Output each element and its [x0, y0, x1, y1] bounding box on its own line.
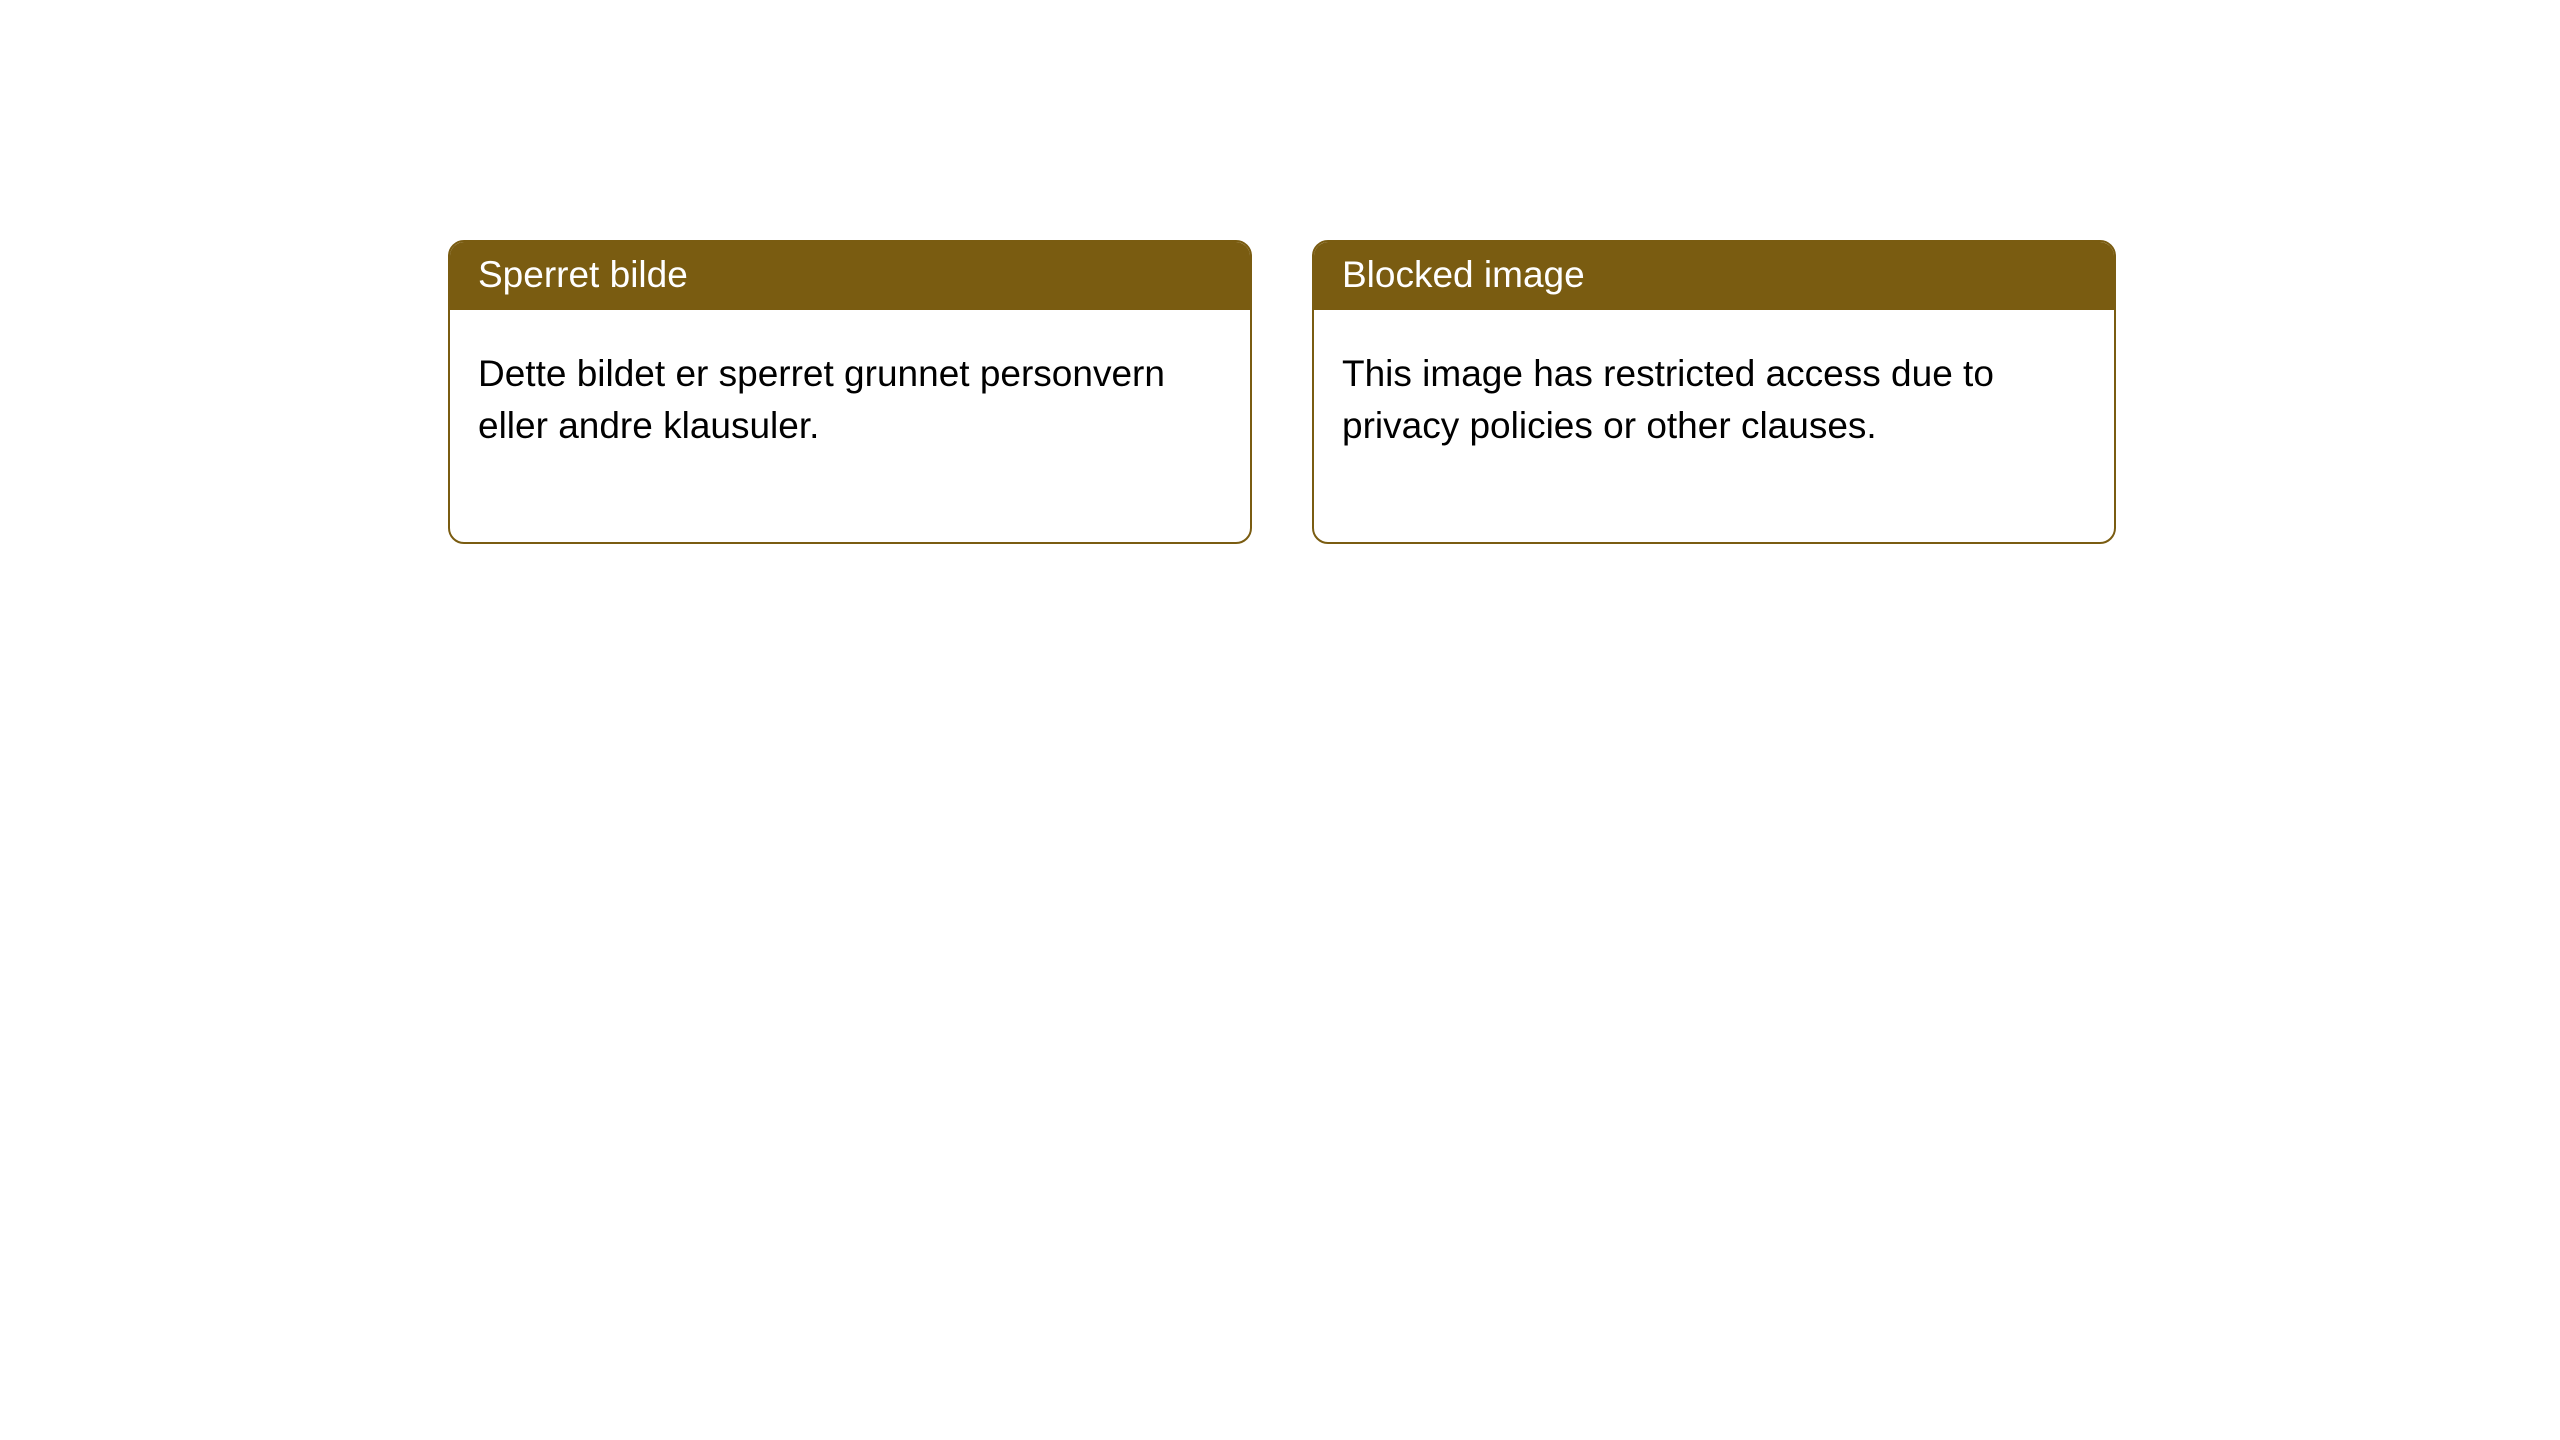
card-body-text: This image has restricted access due to … [1342, 353, 1994, 446]
card-body-text: Dette bildet er sperret grunnet personve… [478, 353, 1165, 446]
card-title: Sperret bilde [478, 254, 688, 295]
blocked-image-cards: Sperret bilde Dette bildet er sperret gr… [448, 240, 2560, 544]
card-body: This image has restricted access due to … [1314, 310, 2114, 542]
blocked-image-card-en: Blocked image This image has restricted … [1312, 240, 2116, 544]
card-body: Dette bildet er sperret grunnet personve… [450, 310, 1250, 542]
card-title: Blocked image [1342, 254, 1585, 295]
blocked-image-card-no: Sperret bilde Dette bildet er sperret gr… [448, 240, 1252, 544]
card-header: Blocked image [1314, 242, 2114, 310]
card-header: Sperret bilde [450, 242, 1250, 310]
